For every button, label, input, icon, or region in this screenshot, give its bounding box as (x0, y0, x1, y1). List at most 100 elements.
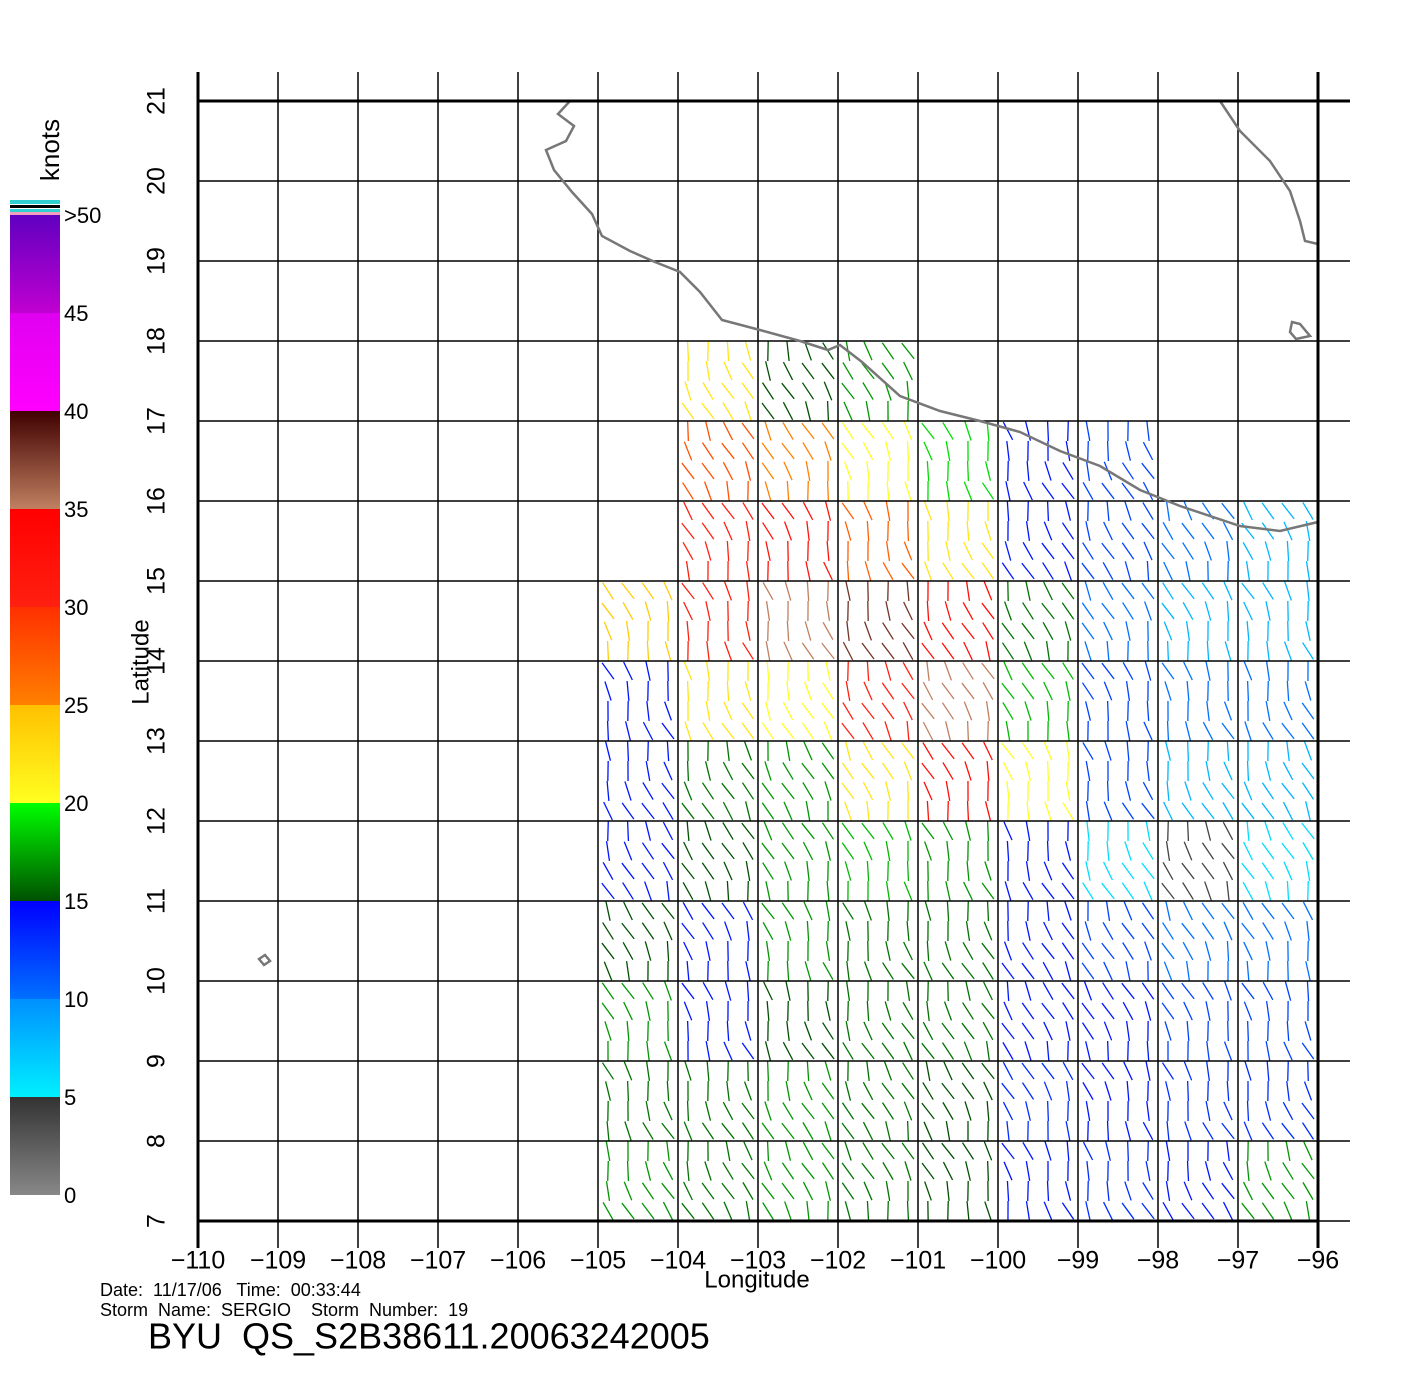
wind-vector (744, 1021, 752, 1041)
wind-vector (681, 1202, 695, 1220)
wind-vector (847, 600, 849, 622)
wind-vector (781, 442, 795, 460)
wind-vector (1186, 820, 1190, 842)
wind-vector (1166, 640, 1170, 662)
wind-vector (641, 1202, 655, 1220)
wind-vector (1307, 1060, 1309, 1082)
wind-vector (721, 722, 735, 740)
wind-vector (705, 941, 711, 961)
wind-vector (1106, 1180, 1110, 1202)
wind-vector (921, 762, 935, 780)
wind-vector (1307, 880, 1309, 902)
wind-vector (1102, 561, 1114, 581)
y-tick-label: 20 (143, 167, 171, 195)
wind-vector (802, 782, 814, 800)
wind-vector (601, 602, 615, 620)
wind-vector (1122, 1001, 1134, 1021)
x-tick-label: −98 (1137, 1247, 1179, 1275)
wind-vector (726, 680, 730, 702)
wind-vector (1021, 1062, 1035, 1080)
wind-vector (1181, 922, 1195, 940)
wind-vector (761, 722, 775, 740)
wind-vector (946, 900, 950, 922)
wind-vector (641, 582, 655, 600)
wind-vector (1106, 500, 1110, 522)
wind-vector (642, 782, 654, 800)
wind-vector (1022, 881, 1034, 901)
wind-vector (646, 700, 650, 722)
wind-vector (666, 600, 670, 622)
wind-vector (1243, 661, 1253, 681)
wind-vector (663, 921, 673, 941)
wind-vector (865, 401, 871, 421)
wind-vector (1301, 1042, 1315, 1060)
wind-vector (985, 701, 991, 721)
wind-vector (941, 702, 955, 720)
wind-vector (844, 1141, 852, 1161)
wind-vector (1243, 841, 1253, 861)
wind-vector (1103, 1021, 1113, 1041)
wind-vector (1141, 802, 1155, 820)
wind-vector (1245, 561, 1251, 581)
wind-vector (841, 842, 855, 860)
wind-vector (1262, 981, 1274, 1001)
wind-vector (1182, 882, 1194, 900)
wind-vector (686, 340, 690, 362)
wind-vector (603, 621, 613, 641)
wind-vector (1087, 780, 1089, 802)
wind-vector (1242, 541, 1254, 561)
wind-vector (806, 580, 810, 602)
wind-vector (683, 501, 693, 521)
wind-vector (1141, 862, 1155, 880)
wind-vector (904, 481, 912, 501)
wind-vector (881, 702, 895, 720)
wind-vector (781, 1162, 795, 1180)
wind-vector (621, 582, 635, 600)
wind-vector (686, 760, 690, 782)
wind-vector (1021, 1022, 1035, 1040)
wind-vector (885, 601, 891, 621)
wind-vector (744, 461, 752, 481)
wind-vector (666, 740, 670, 762)
wind-vector (603, 961, 613, 981)
wind-vector (681, 582, 695, 600)
wind-vector (647, 680, 649, 702)
wind-vector (781, 782, 795, 800)
wind-vector (942, 762, 954, 780)
wind-vector (741, 1162, 755, 1180)
wind-vector (1064, 621, 1072, 641)
wind-vector (1142, 481, 1154, 501)
wind-vector (1183, 1061, 1193, 1081)
wind-vector (767, 960, 769, 982)
wind-vector (1123, 1061, 1133, 1081)
wind-vector (1041, 542, 1055, 560)
wind-vector (762, 1202, 774, 1220)
wind-vector (986, 1160, 990, 1182)
wind-vector (1062, 802, 1074, 820)
wind-vector (1163, 801, 1173, 821)
wind-vector (1282, 801, 1294, 821)
wind-vector (802, 1141, 814, 1161)
wind-vector (1006, 780, 1010, 802)
wind-vector (862, 382, 874, 400)
wind-vector (1043, 581, 1053, 601)
wind-vector (1182, 601, 1194, 621)
wind-vector (723, 1041, 733, 1061)
wind-vector (1205, 761, 1211, 781)
wind-vector (765, 541, 771, 561)
wind-vector (864, 901, 872, 921)
grid (197, 72, 1350, 1248)
wind-vector (921, 422, 935, 440)
wind-vector (921, 702, 935, 720)
wind-vector (1286, 680, 1290, 702)
wind-vector (1086, 820, 1090, 842)
wind-vector (1261, 1202, 1275, 1220)
wind-vector (765, 361, 771, 381)
wind-vector (945, 1121, 951, 1141)
wind-vector (1204, 541, 1212, 561)
wind-vector (747, 880, 749, 902)
wind-vector (881, 642, 895, 660)
wind-vector (1062, 462, 1074, 480)
wind-vector (1264, 1101, 1272, 1121)
wind-vector (1003, 821, 1013, 841)
